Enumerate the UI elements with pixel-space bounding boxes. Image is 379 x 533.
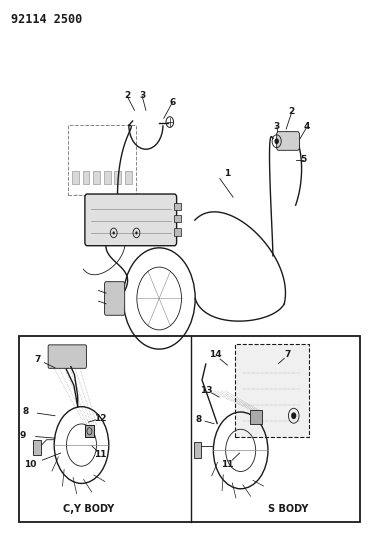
FancyBboxPatch shape <box>48 345 86 368</box>
Bar <box>68 125 136 195</box>
Text: 10: 10 <box>24 461 36 469</box>
Bar <box>72 171 79 184</box>
Bar <box>19 336 360 522</box>
Text: C,Y BODY: C,Y BODY <box>63 504 115 514</box>
Bar <box>85 425 94 437</box>
Text: 5: 5 <box>300 156 306 164</box>
Bar <box>83 171 89 184</box>
Bar <box>125 171 132 184</box>
Bar <box>235 344 309 437</box>
Text: 7: 7 <box>34 355 40 364</box>
Circle shape <box>113 231 115 235</box>
Text: 3: 3 <box>274 123 280 131</box>
Bar <box>174 228 181 236</box>
Text: 92114 2500: 92114 2500 <box>11 13 83 26</box>
Text: 1: 1 <box>224 169 230 177</box>
Text: 7: 7 <box>285 351 291 359</box>
Text: 11: 11 <box>94 450 106 458</box>
Circle shape <box>135 231 138 235</box>
Bar <box>104 171 111 184</box>
Text: 6: 6 <box>169 98 175 107</box>
Text: S BODY: S BODY <box>268 504 308 514</box>
Text: 11: 11 <box>221 461 233 469</box>
Text: 12: 12 <box>94 414 106 423</box>
Circle shape <box>275 139 278 143</box>
Text: 8: 8 <box>196 415 202 424</box>
Bar <box>93 171 100 184</box>
Bar <box>250 410 262 424</box>
Text: 4: 4 <box>304 123 310 131</box>
Text: 8: 8 <box>23 407 29 416</box>
Text: 2: 2 <box>289 108 295 116</box>
Bar <box>114 171 121 184</box>
Text: 3: 3 <box>139 92 145 100</box>
Text: 13: 13 <box>200 386 213 394</box>
Bar <box>174 215 181 222</box>
FancyBboxPatch shape <box>105 281 125 316</box>
Text: 14: 14 <box>209 351 222 359</box>
Bar <box>174 203 181 210</box>
Bar <box>194 442 201 458</box>
Circle shape <box>292 413 296 418</box>
FancyBboxPatch shape <box>85 194 177 246</box>
Bar <box>33 440 41 455</box>
Text: 2: 2 <box>124 92 130 100</box>
FancyBboxPatch shape <box>277 132 299 150</box>
Text: 9: 9 <box>20 431 26 440</box>
